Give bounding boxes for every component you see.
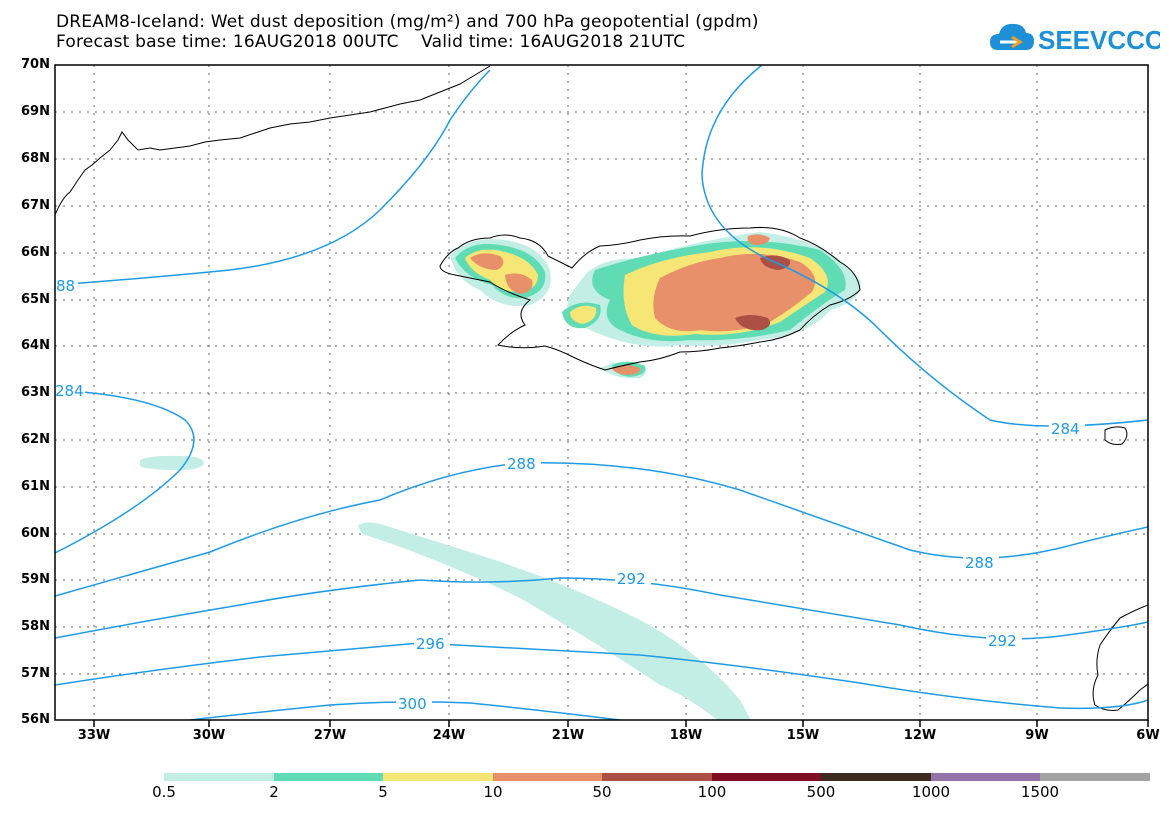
contour-labels: 88 284 284 288 288 292 292 296 300	[53, 277, 1085, 713]
lat-label-57n: 57N	[21, 666, 50, 681]
lat-label-63n: 63N	[21, 385, 50, 400]
lat-label-62n: 62N	[21, 432, 50, 447]
contour-label-284-west: 284	[55, 382, 84, 400]
lat-label-56n: 56N	[21, 712, 50, 727]
lat-label-64n: 64N	[21, 338, 50, 353]
contour-label-288-west: 88	[56, 277, 75, 295]
legend-label-2: 2	[269, 783, 279, 801]
legend-label-1500: 1500	[1020, 783, 1060, 801]
lat-label-70n: 70N	[21, 57, 50, 72]
legend-swatch-0-5	[164, 773, 274, 781]
contour-label-292-mid: 292	[617, 570, 646, 588]
legend-label-50: 50	[592, 783, 612, 801]
contour-label-292-east: 292	[988, 632, 1017, 650]
legend-swatch-5	[383, 773, 493, 781]
coastlines	[55, 65, 1148, 711]
geopotential-contours	[55, 65, 1148, 720]
map-title: DREAM8-Iceland: Wet dust deposition (mg/…	[56, 12, 759, 32]
legend-swatch-1000	[931, 773, 1040, 781]
legend-swatch-50	[602, 773, 712, 781]
contour-288-south	[55, 461, 1148, 597]
seevccc-logo: SEEVCCC	[990, 23, 1160, 55]
legend-label-100: 100	[697, 783, 727, 801]
legend-swatch-500	[821, 773, 931, 781]
legend-label-1000: 1000	[911, 783, 951, 801]
base-time-value: 16AUG2018 00UTC	[232, 32, 399, 52]
map-frame	[54, 64, 1149, 721]
lon-label-24w: 24W	[432, 728, 466, 743]
lat-label-61n: 61N	[21, 479, 50, 494]
lat-label-68n: 68N	[21, 151, 50, 166]
cloud-icon	[990, 23, 1034, 50]
axis-ticks	[93, 720, 1149, 727]
legend-swatch-100	[712, 773, 821, 781]
legend-swatch-10	[493, 773, 602, 781]
base-time-label: Forecast base time:	[56, 32, 228, 52]
contour-284-west	[55, 389, 195, 554]
greenland-coast	[55, 65, 491, 216]
legend-label-500: 500	[806, 783, 836, 801]
lon-label-27w: 27W	[313, 728, 347, 743]
lon-label-9w: 9W	[1025, 728, 1049, 743]
lon-label-18w: 18W	[669, 728, 703, 743]
logo-text: SEEVCCC	[1038, 25, 1160, 55]
lon-label-21w: 21W	[551, 728, 585, 743]
contour-label-284-east: 284	[1051, 420, 1080, 438]
legend-swatch-2	[274, 773, 383, 781]
legend-swatch-1500	[1040, 773, 1150, 781]
legend-label-10: 10	[483, 783, 503, 801]
valid-time-value: 16AUG2018 21UTC	[519, 32, 686, 52]
dust-plume-south	[358, 522, 751, 720]
lat-label-67n: 67N	[21, 198, 50, 213]
lat-label-69n: 69N	[21, 104, 50, 119]
lat-label-58n: 58N	[21, 619, 50, 634]
contour-label-288-east: 288	[965, 554, 994, 572]
wet-dust-deposition-field	[140, 232, 861, 720]
iceland-coast	[439, 227, 861, 371]
map-subtitle: Forecast base time: 16AUG2018 00UTC Vali…	[56, 32, 685, 52]
lat-label-66n: 66N	[21, 245, 50, 260]
dust-patch-west	[140, 455, 204, 470]
lon-label-33w: 33W	[77, 728, 111, 743]
contour-296	[55, 642, 1148, 710]
contour-288-north	[55, 69, 491, 286]
legend-label-0-5: 0.5	[152, 783, 176, 801]
lon-label-12w: 12W	[903, 728, 937, 743]
scotland-coast	[1092, 604, 1148, 711]
contour-label-288-mid: 288	[507, 455, 536, 473]
lon-label-6w: 6W	[1136, 728, 1160, 743]
lat-label-65n: 65N	[21, 292, 50, 307]
faroe-coast	[1104, 426, 1128, 445]
lon-label-15w: 15W	[786, 728, 820, 743]
contour-label-300: 300	[398, 695, 427, 713]
lon-label-30w: 30W	[192, 728, 226, 743]
valid-time-label: Valid time:	[421, 32, 514, 52]
legend-label-5: 5	[378, 783, 388, 801]
lat-label-60n: 60N	[21, 526, 50, 541]
lat-label-59n: 59N	[21, 572, 50, 587]
contour-284-east	[701, 65, 1148, 427]
contour-label-296: 296	[416, 635, 445, 653]
